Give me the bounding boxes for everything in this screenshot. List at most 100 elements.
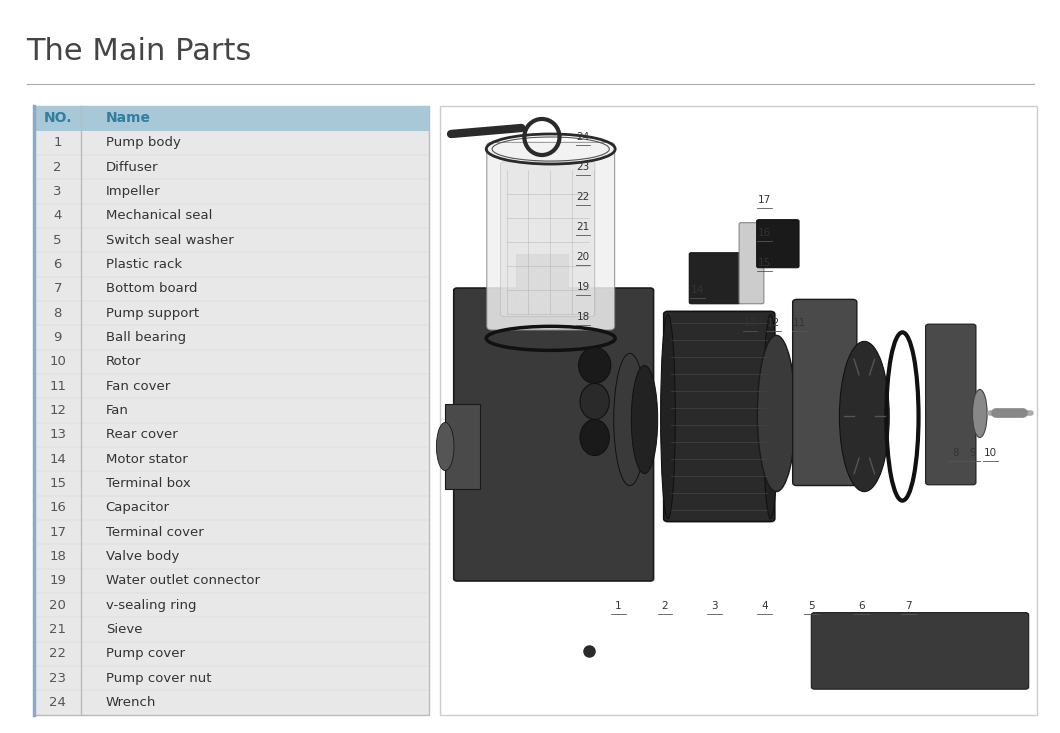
Text: 1: 1: [615, 601, 621, 611]
Text: 8: 8: [952, 448, 958, 457]
Text: Motor stator: Motor stator: [106, 453, 188, 465]
Text: 7: 7: [905, 601, 912, 611]
Text: 23: 23: [49, 671, 66, 685]
Text: 15: 15: [49, 477, 66, 490]
Ellipse shape: [580, 419, 610, 455]
Text: Rear cover: Rear cover: [106, 428, 177, 441]
Bar: [440, 106, 1037, 715]
Text: Pump support: Pump support: [106, 306, 199, 320]
Text: 3: 3: [53, 185, 61, 198]
Text: 7: 7: [53, 282, 61, 295]
Text: 4: 4: [53, 210, 61, 222]
Text: 16: 16: [49, 501, 66, 515]
Text: Impeller: Impeller: [106, 185, 160, 198]
Text: 2: 2: [661, 601, 669, 611]
Text: 6: 6: [859, 601, 865, 611]
Text: Plastic rack: Plastic rack: [106, 258, 182, 271]
Text: 20: 20: [577, 252, 589, 262]
Text: 3: 3: [711, 601, 719, 611]
Bar: [445, 405, 480, 489]
Text: 14: 14: [691, 285, 704, 295]
Ellipse shape: [580, 383, 610, 419]
FancyBboxPatch shape: [925, 324, 976, 485]
Text: 9: 9: [970, 448, 976, 457]
Text: Terminal cover: Terminal cover: [106, 526, 204, 539]
Ellipse shape: [840, 342, 889, 492]
Text: Terminal box: Terminal box: [106, 477, 191, 490]
Text: 8: 8: [53, 306, 61, 320]
Text: Valve body: Valve body: [106, 550, 179, 563]
Text: Pump cover: Pump cover: [106, 647, 184, 660]
Ellipse shape: [660, 314, 675, 519]
Ellipse shape: [437, 422, 454, 471]
Bar: [34, 106, 429, 130]
Ellipse shape: [579, 347, 611, 383]
Text: 5: 5: [53, 234, 61, 246]
Text: The Main Parts: The Main Parts: [26, 37, 252, 66]
Text: Fan cover: Fan cover: [106, 380, 170, 393]
Text: 12: 12: [49, 404, 66, 417]
Bar: [34, 106, 429, 715]
FancyBboxPatch shape: [487, 142, 615, 330]
FancyBboxPatch shape: [793, 299, 856, 485]
Text: 9: 9: [53, 331, 61, 344]
Text: 10: 10: [984, 448, 996, 457]
Text: 1: 1: [53, 136, 61, 150]
Text: 24: 24: [49, 696, 66, 709]
Text: Wrench: Wrench: [106, 696, 156, 709]
Bar: [515, 254, 568, 309]
Text: 6: 6: [53, 258, 61, 271]
Text: Mechanical seal: Mechanical seal: [106, 210, 212, 222]
Ellipse shape: [757, 335, 795, 492]
Text: 5: 5: [808, 601, 815, 611]
Text: Diffuser: Diffuser: [106, 161, 158, 174]
Text: Name: Name: [106, 111, 151, 125]
Text: Pump cover nut: Pump cover nut: [106, 671, 211, 685]
Text: 20: 20: [49, 599, 66, 611]
Text: v-sealing ring: v-sealing ring: [106, 599, 196, 611]
Text: 16: 16: [758, 228, 772, 238]
Text: 21: 21: [577, 222, 589, 232]
Ellipse shape: [614, 353, 646, 486]
Text: Capacitor: Capacitor: [106, 501, 170, 515]
Text: Switch seal washer: Switch seal washer: [106, 234, 233, 246]
Text: Rotor: Rotor: [106, 356, 141, 368]
Text: 18: 18: [49, 550, 66, 563]
Text: 14: 14: [49, 453, 66, 465]
Text: Pump body: Pump body: [106, 136, 180, 150]
Text: 11: 11: [49, 380, 66, 393]
FancyBboxPatch shape: [689, 253, 740, 303]
Text: NO.: NO.: [43, 111, 72, 125]
FancyBboxPatch shape: [500, 162, 595, 317]
Text: 13: 13: [743, 318, 757, 328]
Text: 11: 11: [793, 318, 807, 328]
Text: 13: 13: [49, 428, 66, 441]
Ellipse shape: [632, 366, 657, 474]
FancyBboxPatch shape: [811, 613, 1028, 689]
Text: 24: 24: [577, 132, 589, 142]
FancyBboxPatch shape: [454, 288, 654, 581]
FancyBboxPatch shape: [664, 312, 775, 522]
Text: 19: 19: [49, 575, 66, 587]
Ellipse shape: [972, 389, 987, 438]
Text: Ball bearing: Ball bearing: [106, 331, 186, 344]
Text: 10: 10: [49, 356, 66, 368]
Ellipse shape: [763, 314, 778, 519]
Text: 22: 22: [577, 192, 589, 202]
Text: 4: 4: [761, 601, 768, 611]
Text: 2: 2: [53, 161, 61, 174]
Text: 17: 17: [758, 195, 772, 205]
Text: 19: 19: [577, 282, 589, 292]
FancyBboxPatch shape: [739, 223, 764, 303]
Text: Bottom board: Bottom board: [106, 282, 197, 295]
Text: Sieve: Sieve: [106, 623, 142, 636]
Text: 21: 21: [49, 623, 66, 636]
Text: 22: 22: [49, 647, 66, 660]
Text: Fan: Fan: [106, 404, 128, 417]
Text: 12: 12: [766, 318, 780, 328]
Text: Water outlet connector: Water outlet connector: [106, 575, 260, 587]
Text: 17: 17: [49, 526, 66, 539]
Text: 23: 23: [577, 162, 589, 172]
Text: 18: 18: [577, 312, 589, 323]
Text: 15: 15: [758, 258, 772, 268]
